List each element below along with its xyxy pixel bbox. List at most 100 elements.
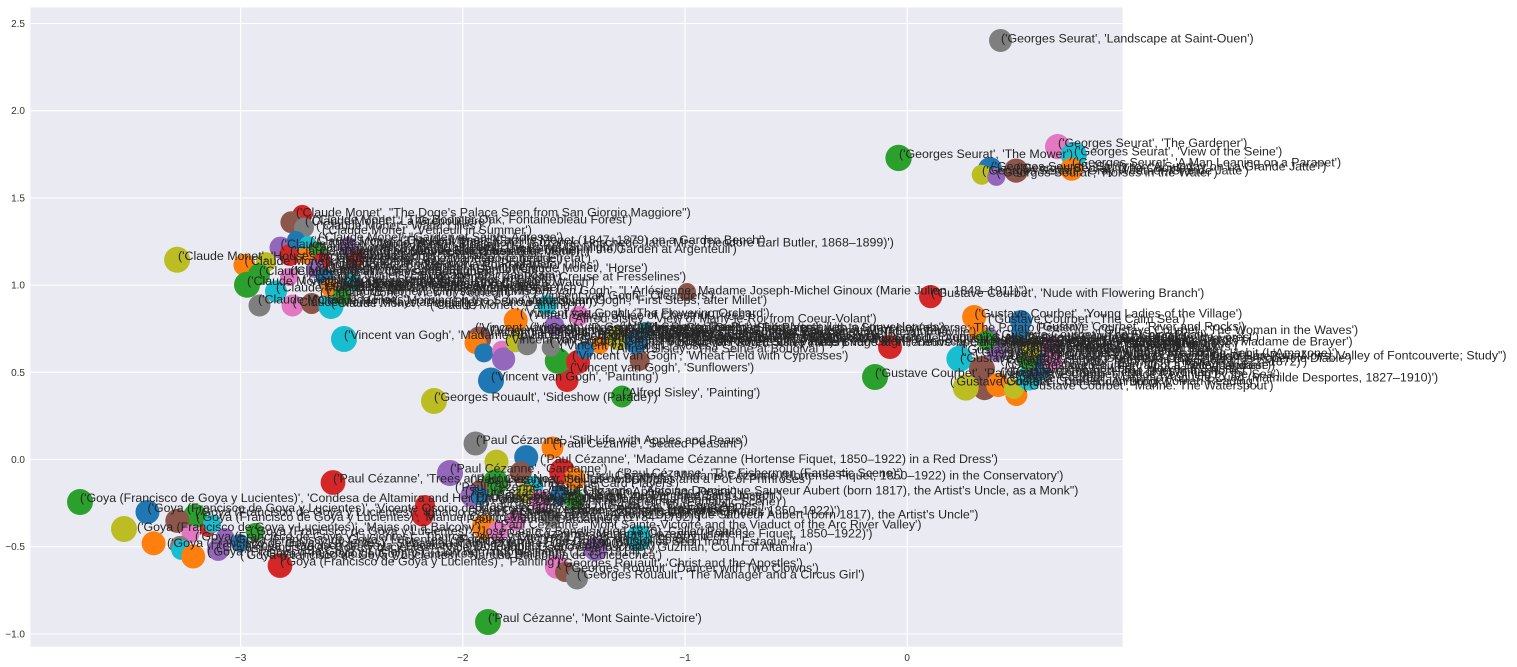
svg-text:('Alfred Sisley', 'Rue Eugène: ('Alfred Sisley', 'Rue Eugène Moussoir a… xyxy=(640,324,948,338)
svg-text:('Vincent van Gogh', 'The Flow: ('Vincent van Gogh', 'The Flowering Orch… xyxy=(520,306,770,320)
svg-text:('Paul Cézanne', 'Madame Cézan: ('Paul Cézanne', 'Madame Cézanne (Horten… xyxy=(500,527,872,541)
svg-text:('Gustave Courbet', 'Woman wit: ('Gustave Courbet', 'Woman with a Parrot… xyxy=(1005,333,1239,347)
svg-text:('Claude Monet', 'The Bodmer O: ('Claude Monet', 'The Bodmer Oak, Fontai… xyxy=(312,213,632,227)
svg-text:('Vincent van Gogh', 'Olive Tr: ('Vincent van Gogh', 'Olive Trees') xyxy=(660,335,846,349)
svg-text:('Claude Monet', 'Garden at Sa: ('Claude Monet', 'Garden at Sainte-Adres… xyxy=(318,230,563,244)
svg-text:('Georges Seurat', 'View of th: ('Georges Seurat', 'View of the Seine') xyxy=(1074,145,1282,159)
svg-text:('Goya (Francisco de Goya y Lu: ('Goya (Francisco de Goya y Lucientes)',… xyxy=(195,530,729,544)
svg-text:−1.0: −1.0 xyxy=(5,629,25,640)
svg-text:('Goya (Francisco de Goya y Lu: ('Goya (Francisco de Goya y Lucientes)',… xyxy=(280,555,561,569)
svg-text:2.5: 2.5 xyxy=(11,19,25,30)
svg-text:('Gustave Courbet', 'Head of a: ('Gustave Courbet', 'Head of a Woman') xyxy=(1000,365,1218,379)
svg-text:('Gustave Courbet', 'The Woman: ('Gustave Courbet', 'The Woman in the Wa… xyxy=(985,331,1245,345)
svg-text:('Claude Monet', "The Doge's P: ('Claude Monet', "The Doge's Palace Seen… xyxy=(296,206,691,220)
svg-text:('Paul Cézanne', 'Seated Peasa: ('Paul Cézanne', 'Seated Peasant') xyxy=(553,437,744,451)
svg-text:('Gustave Courbet', 'Young Lad: ('Gustave Courbet', 'Young Ladies of the… xyxy=(975,307,1243,321)
svg-text:('Gustave Courbet', 'Nude Recl: ('Gustave Courbet', 'Nude Reclining by t… xyxy=(1015,367,1280,381)
svg-text:('Georges Seurat', 'A Man Lean: ('Georges Seurat', 'A Man Leaning on a P… xyxy=(1072,156,1341,170)
svg-text:('Vincent van Gogh', 'Women Pi: ('Vincent van Gogh', 'Women Picking Oliv… xyxy=(480,325,727,339)
svg-text:('Claude Monet', 'The Seine at: ('Claude Monet', 'The Seine at Vétheuil'… xyxy=(318,276,538,290)
svg-text:('Alfred Sisley', 'Banks of th: ('Alfred Sisley', 'Banks of the Seine at… xyxy=(640,326,869,340)
svg-text:('Claude Monet', 'The Mannepor: ('Claude Monet', 'The Manneporte (Étreta… xyxy=(290,243,531,258)
svg-text:('Georges Rouault', 'Christ an: ('Georges Rouault', 'Christ and the Apos… xyxy=(557,556,803,570)
svg-text:('Claude Monet', 'La Grenouill: ('Claude Monet', 'La Grenouillère') xyxy=(305,214,491,228)
svg-text:('Claude Monet', 'Sunflowers'): ('Claude Monet', 'Sunflowers') xyxy=(324,277,487,291)
svg-text:('Paul Cézanne', "Dominique Au: ('Paul Cézanne', "Dominique Aubert, the … xyxy=(470,490,774,504)
svg-text:('Alfred Sisley', 'The Bristol: ('Alfred Sisley', 'The Bristol Channel f… xyxy=(660,330,989,344)
svg-text:('Claude Monet', 'Camille Mone: ('Claude Monet', 'Camille Monet (1847–18… xyxy=(400,233,766,247)
svg-text:('Georges Seurat', 'Horses in: ('Georges Seurat', 'Horses in the Water'… xyxy=(997,166,1218,180)
svg-text:('Gustave Courbet', 'The Strea: ('Gustave Courbet', 'The Stream') xyxy=(1012,336,1195,350)
svg-text:('Gustave Courbet', 'Painting': ('Gustave Courbet', 'Painting') xyxy=(875,366,1038,380)
svg-text:('Gustave Courbet', 'The Woman: ('Gustave Courbet', 'The Woman in the Wa… xyxy=(1098,323,1358,337)
svg-text:('Vincent van Gogh', 'Shoes'): ('Vincent van Gogh', 'Shoes') xyxy=(490,323,648,337)
svg-text:('Gustave Courbet', 'Nude with: ('Gustave Courbet', 'Nude with Flowering… xyxy=(931,286,1204,300)
svg-text:('Gustave Courbet', 'Madame de: ('Gustave Courbet', 'Madame de Brayer') xyxy=(1129,335,1353,349)
svg-text:('Georges Seurat', 'The Mower': ('Georges Seurat', 'The Mower') xyxy=(899,147,1073,161)
svg-text:('Paul Cézanne', 'Gardanne'): ('Paul Cézanne', 'Gardanne') xyxy=(460,512,618,526)
svg-text:('Goya (Francisco de Goya y Lu: ('Goya (Francisco de Goya y Lucientes)',… xyxy=(230,533,695,547)
svg-text:('Alfred Sisley', 'Painting'): ('Alfred Sisley', 'Painting') xyxy=(622,386,760,400)
svg-text:('Claude Monet', 'Camille Mone: ('Claude Monet', 'Camille Monet in the G… xyxy=(405,242,737,256)
svg-text:('Gustave Courbet', 'Hunting D: ('Gustave Courbet', 'Hunting Dogs with D… xyxy=(995,349,1277,363)
svg-text:('Goya (Francisco de Goya y Lu: ('Goya (Francisco de Goya y Lucientes)',… xyxy=(240,548,662,562)
svg-text:('Goya (Francisco de Goya y Lu: ('Goya (Francisco de Goya y Lucientes)',… xyxy=(250,524,748,538)
svg-text:('Paul Cézanne', 'Still Life w: ('Paul Cézanne', 'Still Life with Apples… xyxy=(465,485,737,499)
svg-text:('Gustave Courbet', 'Louis Gue: ('Gustave Courbet', 'Louis Gueymard (182… xyxy=(960,351,1352,365)
svg-text:('Claude Monet', 'The Japanese: ('Claude Monet', 'The Japanese Footbridg… xyxy=(320,251,563,265)
svg-text:('Vincent van Gogh', 'Madame R: ('Vincent van Gogh', 'Madame Roulin and … xyxy=(344,328,633,342)
svg-text:('Goya (Francisco de Goya y Lu: ('Goya (Francisco de Goya y Lucientes)',… xyxy=(196,510,700,524)
svg-text:('Gustave Courbet', 'The Deer': ('Gustave Courbet', 'The Deer') xyxy=(1010,339,1180,353)
svg-text:('Paul Cézanne', 'Trees and Ho: ('Paul Cézanne', 'Trees and Houses Near … xyxy=(333,472,673,486)
svg-text:('Claude Monet', 'Spring (Frui: ('Claude Monet', 'Spring (Fruit Trees in… xyxy=(302,272,562,286)
svg-text:('Claude Monet', 'Apples and G: ('Claude Monet', 'Apples and Grapes') xyxy=(340,277,548,291)
svg-text:−3: −3 xyxy=(235,653,247,664)
svg-text:('Claude Monet', 'The Stroller: ('Claude Monet', 'The Stroller (Suzanne … xyxy=(364,236,894,250)
svg-text:('Vincent van Gogh', 'Painting: ('Vincent van Gogh', 'Painting') xyxy=(491,370,659,384)
svg-text:('Gustave Courbet', 'The Deer: ('Gustave Courbet', 'The Deer in the For… xyxy=(1010,364,1252,378)
svg-text:('Vincent van Gogh', 'Sunflowe: ('Vincent van Gogh', 'Sunflowers') xyxy=(570,361,754,375)
svg-text:('Gustave Courbet', 'Marine'): ('Gustave Courbet', 'Marine') xyxy=(1060,337,1216,351)
svg-text:('Paul Cézanne', 'The Card Pla: ('Paul Cézanne', 'The Card Players') xyxy=(480,476,679,490)
svg-text:('Vincent van Gogh', 'Landscap: ('Vincent van Gogh', 'Landscape from Sai… xyxy=(800,335,1080,349)
svg-text:('Paul Cézanne', 'Madame Cézan: ('Paul Cézanne', 'Madame Cézanne (Horten… xyxy=(540,452,998,466)
svg-text:1.5: 1.5 xyxy=(11,193,25,204)
svg-text:('Vincent van Gogh', "L'Arlési: ('Vincent van Gogh', "L'Arlésienne: Mada… xyxy=(505,284,1027,298)
svg-text:('Claude Monet', 'Cabin of the: ('Claude Monet', 'Cabin of the Customs W… xyxy=(336,275,595,289)
svg-text:('Claude Monet', 'Ice Floes'): ('Claude Monet', 'Ice Floes') xyxy=(258,293,410,307)
svg-text:('Goya (Francisco de Goya y Lu: ('Goya (Francisco de Goya y Lucientes)',… xyxy=(137,520,481,534)
svg-text:('Goya (Francisco de Goya y Lu: ('Goya (Francisco de Goya y Lucientes)',… xyxy=(167,536,629,550)
svg-text:('Claude Monet', 'Landscape ne: ('Claude Monet', 'Landscape near Zaandam… xyxy=(315,268,561,282)
svg-text:('Claude Monet', 'Vétheuil in: ('Claude Monet', 'Vétheuil in Summer') xyxy=(326,260,536,274)
svg-text:('Gustave Courbet', 'Alphonse: ('Gustave Courbet', 'Alphonse Promayet (… xyxy=(1007,355,1307,369)
svg-text:('Goya (Francisco de Goya y Lu: ('Goya (Francisco de Goya y Lucientes)',… xyxy=(245,539,655,553)
svg-text:2.0: 2.0 xyxy=(11,106,25,117)
svg-text:('Paul Cézanne', "Antoine Domi: ('Paul Cézanne', "Antoine Dominique Sauv… xyxy=(548,484,1078,498)
svg-text:('Paul Cézanne', 'Bathers'): ('Paul Cézanne', 'Bathers') xyxy=(455,480,600,494)
svg-text:('Claude Monet', 'Morning on t: ('Claude Monet', 'Morning on the Seine n… xyxy=(312,293,606,307)
svg-text:('Georges Seurat', 'The Couple: ('Georges Seurat', 'The Couple') xyxy=(1016,161,1192,175)
svg-text:('Goya (Francisco de Goya y Lu: ('Goya (Francisco de Goya y Lucientes)',… xyxy=(80,491,622,505)
svg-text:('Claude Monet', 'Rouen Cathed: ('Claude Monet', 'Rouen Cathedral: The P… xyxy=(308,240,624,254)
svg-text:('Paul Cézanne', 'Mont Sainte-: ('Paul Cézanne', 'Mont Sainte-Victoire a… xyxy=(494,518,922,532)
svg-text:−0.5: −0.5 xyxy=(5,542,25,553)
svg-text:−1: −1 xyxy=(679,653,691,664)
svg-text:('Paul Cézanne', 'The Village: ('Paul Cézanne', 'The Village of Gardann… xyxy=(485,492,722,506)
svg-text:('Claude Monet', 'Chrysanthemu: ('Claude Monet', 'Chrysanthemums') xyxy=(338,284,537,298)
svg-text:('Georges Rouault', 'Dancer wi: ('Georges Rouault', 'Dancer with Two Clo… xyxy=(565,561,819,575)
svg-text:('Claude Monet', 'The Mannepor: ('Claude Monet', 'The Manneporte near Ét… xyxy=(330,250,591,265)
svg-text:('Paul Cézanne', 'Gardanne'): ('Paul Cézanne', 'Gardanne') xyxy=(450,462,608,476)
svg-text:('Claude Monet', 'Regatta at S: ('Claude Monet', 'Regatta at Sainte-Adre… xyxy=(276,281,523,295)
svg-text:('Gustave Courbet', 'Madame Au: ('Gustave Courbet', 'Madame Auguste Cuoq… xyxy=(1003,371,1438,385)
svg-text:0: 0 xyxy=(904,653,910,664)
svg-text:0.0: 0.0 xyxy=(11,455,25,466)
svg-text:('Georges Rouault', 'Sideshow: ('Georges Rouault', 'Sideshow (Parade)') xyxy=(434,390,658,404)
svg-text:('Claude Monet', 'Painting'): ('Claude Monet', 'Painting') xyxy=(331,296,478,310)
svg-text:('Vincent van Gogh', 'Oleander: ('Vincent van Gogh', 'Oleanders') xyxy=(534,289,714,303)
svg-text:('Goya (Francisco de Goya y Lu: ('Goya (Francisco de Goya y Lucientes)',… xyxy=(207,545,646,559)
svg-text:('Gustave Courbet', 'A Vase of: ('Gustave Courbet', 'A Vase of Flowers') xyxy=(1020,340,1237,354)
svg-text:('Claude Monet', 'The Four Tre: ('Claude Monet', 'The Four Trees') xyxy=(310,234,496,248)
svg-text:('Paul Cézanne', "Antoine Domi: ('Paul Cézanne', "Antoine Dominique Sauv… xyxy=(512,508,978,522)
svg-text:('Paul Cézanne', 'The Fisherme: ('Paul Cézanne', 'The Fishermen (Fantast… xyxy=(617,466,903,480)
svg-text:('Claude Monet', 'Camille Mone: ('Claude Monet', 'Camille Monet on a Ben… xyxy=(336,280,583,294)
